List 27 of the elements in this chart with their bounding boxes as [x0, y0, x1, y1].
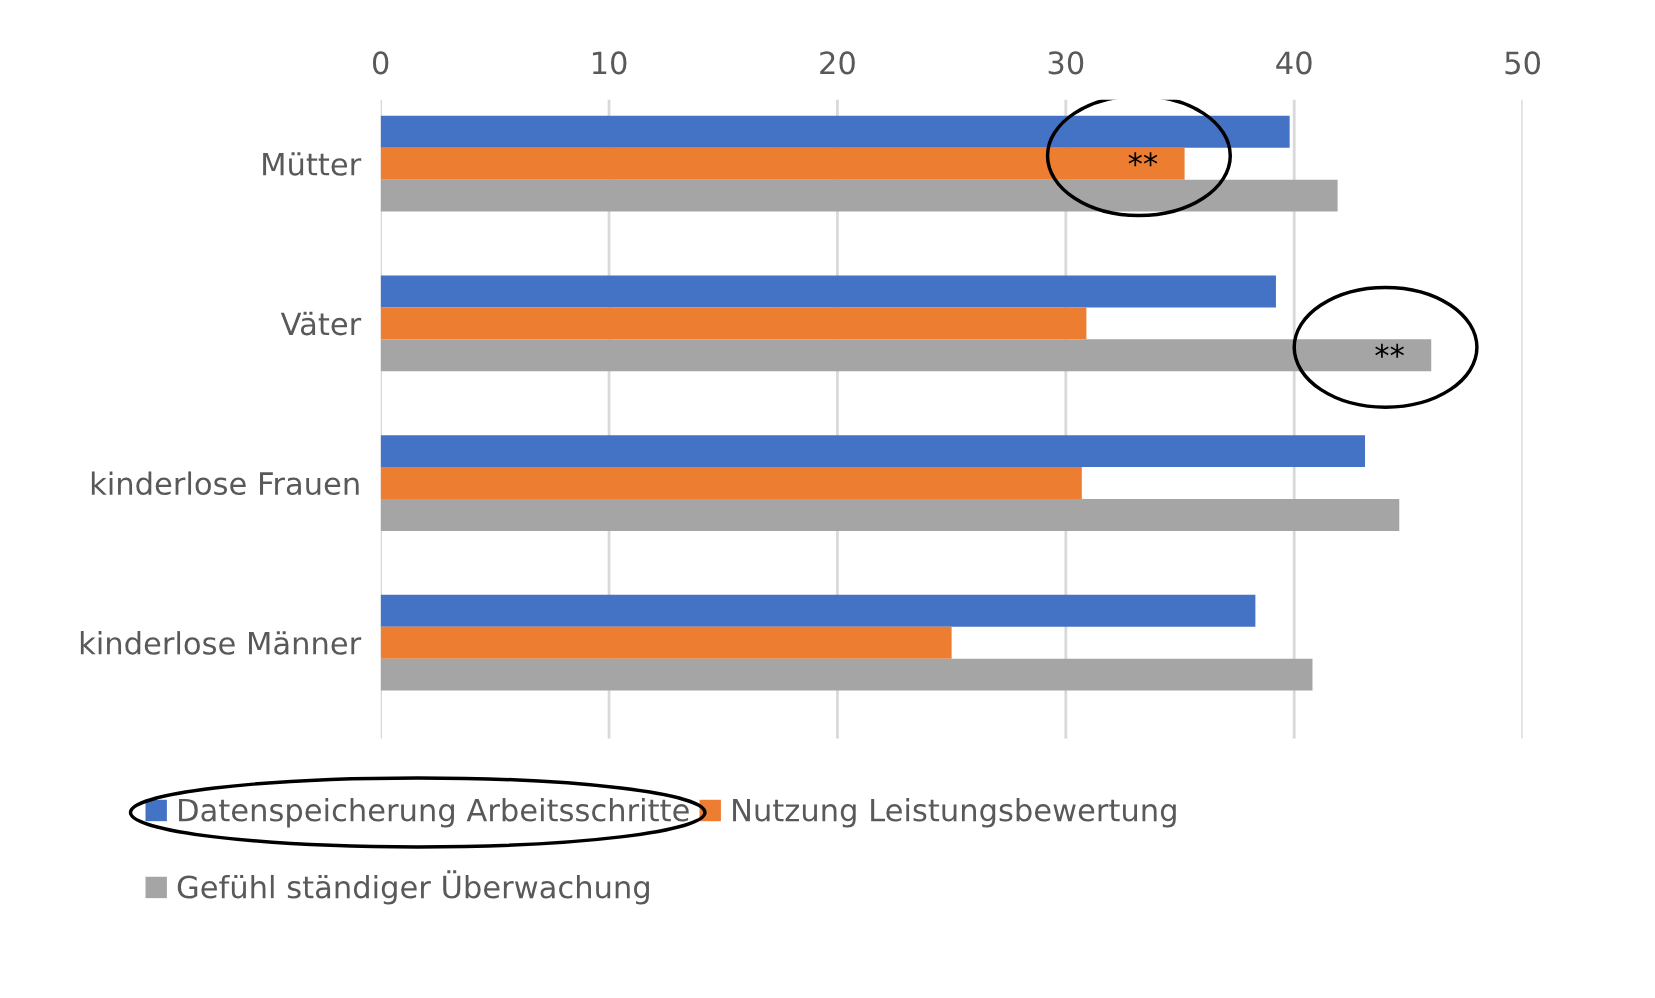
y-tick-label: kinderlose Frauen [91, 471, 359, 496]
y-tick-label: Mütter [263, 152, 362, 176]
y-tick-label: Väter [280, 311, 362, 336]
bar [380, 499, 1400, 531]
bar [380, 339, 1432, 372]
annotation: ** [1128, 152, 1158, 167]
bar [380, 147, 1185, 180]
x-tick-label: 40 [1276, 51, 1312, 75]
bar [380, 594, 1256, 627]
bar [380, 467, 1082, 499]
x-tick-label: 20 [820, 51, 855, 75]
x-tick-label: 30 [1048, 51, 1084, 75]
bar [380, 626, 952, 659]
bar [380, 179, 1338, 212]
bar [380, 115, 1290, 148]
bar [380, 435, 1366, 468]
legend-label: Datenspeicherung Arbeitsschritte [179, 797, 689, 828]
y-tick-label: kinderlose Männer [80, 631, 362, 655]
x-tick-label: 0 [372, 51, 389, 75]
x-tick-label: 10 [592, 51, 627, 75]
bar [380, 658, 1313, 691]
legend-label: Nutzung Leistungsbewertung [733, 797, 1176, 828]
x-tick-label: 50 [1505, 51, 1541, 75]
bar [380, 307, 1087, 340]
legend-label: Gefühl ständiger Überwachung [177, 870, 649, 905]
annotation: ** [1375, 343, 1404, 358]
bar [380, 275, 1276, 308]
